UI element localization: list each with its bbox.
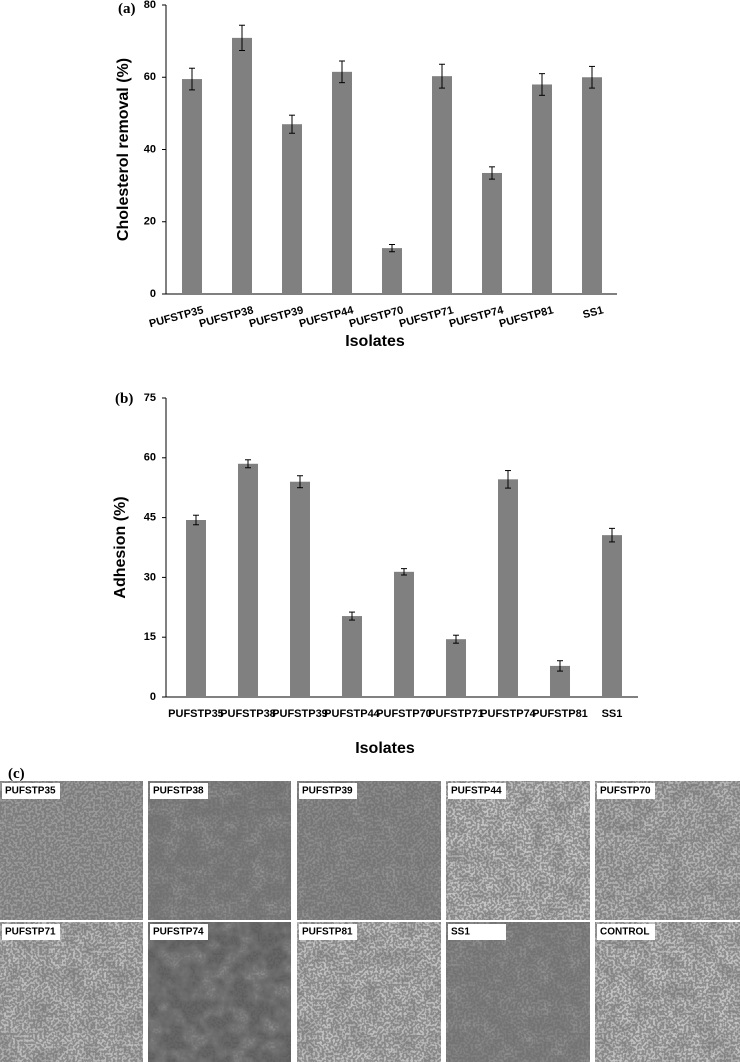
micrograph-label: PUFSTP70	[600, 786, 651, 797]
bar	[532, 84, 552, 294]
panel-label: (c)	[8, 766, 25, 782]
x-tick-label: PUFSTP71	[398, 304, 455, 330]
label-box	[597, 783, 655, 799]
x-tick-label: PUFSTP44	[324, 708, 381, 720]
micrograph-label: PUFSTP35	[5, 786, 56, 797]
micrograph-dots	[0, 781, 143, 920]
y-tick-label: 40	[144, 143, 156, 155]
x-tick-label: PUFSTP35	[168, 708, 224, 720]
x-axis-label: Isolates	[355, 740, 415, 757]
label-box	[448, 783, 506, 799]
label-box	[597, 924, 655, 940]
bar	[482, 172, 502, 294]
micrograph-dots	[446, 922, 590, 1062]
micrograph-dots	[595, 922, 740, 1062]
micrograph-dots	[297, 922, 441, 1062]
bar	[432, 76, 452, 294]
micrograph-panel: (c) PUFSTP35 PUFSTP38 PUFSTP39 PUFSTP44 PUFST…	[0, 766, 740, 1062]
x-tick-label: PUFSTP35	[148, 304, 205, 330]
bar	[290, 481, 310, 697]
x-axis-label: Isolates	[345, 333, 405, 350]
x-tick-label: PUFSTP71	[428, 708, 484, 720]
bar	[582, 77, 602, 294]
x-tick-label: PUFSTP70	[376, 708, 432, 720]
y-axis-label: Cholesterol removal (%)	[115, 58, 132, 241]
bar	[238, 463, 258, 697]
y-axis-label: Adhesion (%)	[112, 496, 129, 598]
micrograph-dots	[297, 781, 441, 920]
x-tick-label: PUFSTP81	[532, 708, 588, 720]
x-tick-label: PUFSTP39	[272, 708, 328, 720]
y-tick-label: 80	[144, 0, 156, 11]
y-tick-label: 60	[144, 71, 156, 83]
y-tick-label: 45	[144, 512, 156, 524]
x-tick-label: PUFSTP38	[198, 304, 255, 330]
micrograph-label: CONTROL	[600, 927, 649, 938]
x-tick-label: PUFSTP74	[448, 304, 506, 330]
label-box	[299, 783, 357, 799]
y-tick-label: 75	[144, 392, 156, 404]
x-tick-label: PUFSTP81	[498, 304, 555, 330]
micrograph-dots	[148, 781, 291, 920]
micrograph-label: PUFSTP81	[302, 927, 353, 938]
y-tick-label: 20	[144, 216, 156, 228]
x-tick-label: PUFSTP74	[480, 708, 537, 720]
micrograph-label: SS1	[451, 927, 470, 938]
x-tick-label: SS1	[602, 708, 623, 720]
y-tick-label: 0	[150, 288, 156, 300]
panel-label: (b)	[115, 391, 133, 407]
micrograph-label: PUFSTP39	[302, 786, 353, 797]
micrograph-dots	[446, 781, 590, 920]
bar	[550, 665, 570, 697]
bar	[498, 479, 518, 697]
x-tick-label: SS1	[582, 304, 605, 321]
micrograph-dots	[595, 781, 740, 920]
micrograph-dots	[0, 922, 143, 1062]
x-tick-label: PUFSTP38	[220, 708, 276, 720]
micrograph-dots	[148, 922, 291, 1062]
micrograph-label: PUFSTP71	[5, 927, 56, 938]
label-box	[448, 924, 506, 940]
bar	[282, 124, 302, 295]
micrograph-label: PUFSTP74	[153, 927, 204, 938]
bar	[394, 571, 414, 697]
bar	[342, 616, 362, 697]
micrograph-label: PUFSTP38	[153, 786, 204, 797]
x-tick-label: PUFSTP70	[348, 304, 405, 330]
label-box	[150, 924, 208, 940]
y-tick-label: 30	[144, 571, 156, 583]
y-tick-label: 60	[144, 452, 156, 464]
x-tick-label: PUFSTP44	[298, 304, 356, 330]
bar	[382, 248, 402, 294]
x-tick-label: PUFSTP39	[248, 304, 305, 330]
bar	[182, 79, 202, 295]
panel-label: (a)	[118, 1, 136, 17]
label-box	[299, 924, 357, 940]
label-box	[2, 924, 60, 940]
y-tick-label: 15	[144, 631, 156, 643]
bar	[332, 71, 352, 294]
bar	[602, 535, 622, 697]
label-box	[2, 783, 60, 799]
y-tick-label: 0	[150, 691, 156, 703]
label-box	[150, 783, 208, 799]
bar	[446, 639, 466, 697]
micrograph-label: PUFSTP44	[451, 786, 502, 797]
bar	[232, 37, 252, 294]
bar	[186, 519, 206, 697]
